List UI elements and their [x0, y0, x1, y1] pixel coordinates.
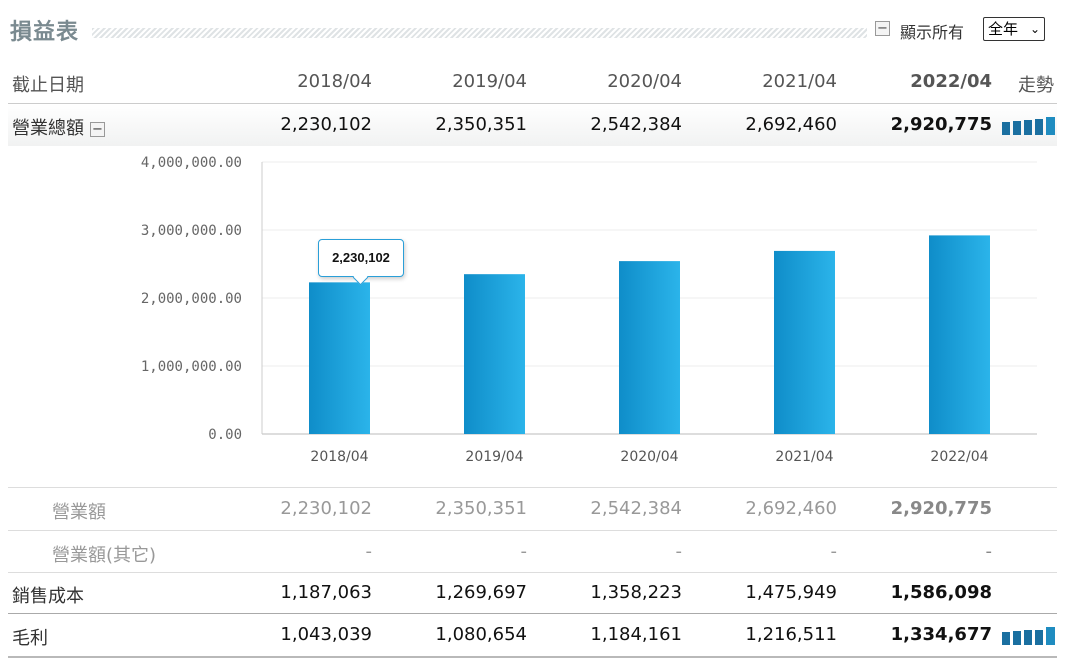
cell-value: 1,216,511 — [745, 624, 837, 645]
trend-sparkline-icon[interactable] — [1002, 627, 1058, 645]
period-select-value: 全年 — [988, 20, 1019, 38]
period-header: 2019/04 — [452, 71, 527, 92]
period-header: 2020/04 — [607, 71, 682, 92]
cell-value: 2,230,102 — [280, 114, 372, 135]
y-tick-label: 4,000,000.00 — [141, 155, 242, 171]
table-header-row: 截止日期 2018/04 2019/04 2020/04 2021/04 202… — [8, 70, 1057, 102]
title-divider — [92, 28, 867, 38]
x-tick-label: 2018/04 — [310, 449, 368, 465]
bar — [464, 274, 525, 434]
table-row[interactable]: 營業額 2,230,102 2,350,351 2,542,384 2,692,… — [8, 488, 1057, 530]
cell-value: 2,230,102 — [280, 498, 372, 519]
table-row[interactable]: 毛利 1,043,039 1,080,654 1,184,161 1,216,5… — [8, 614, 1057, 656]
x-tick-label: 2019/04 — [465, 449, 523, 465]
cell-value: 1,586,098 — [890, 582, 992, 603]
cell-value: 2,350,351 — [435, 498, 527, 519]
y-tick-label: 3,000,000.00 — [141, 223, 242, 239]
cell-value: 1,184,161 — [590, 624, 682, 645]
bar — [619, 261, 680, 434]
x-tick-label: 2020/04 — [620, 449, 678, 465]
row-divider — [8, 487, 1057, 488]
cell-value: - — [365, 541, 373, 562]
period-header: 2018/04 — [297, 71, 372, 92]
revenue-bar-chart: 0.00 1,000,000.00 2,000,000.00 3,000,000.00… — [141, 155, 1037, 465]
cell-value: 1,080,654 — [435, 624, 527, 645]
cell-value: 2,350,351 — [435, 114, 527, 135]
collapse-all-icon[interactable]: − — [875, 21, 890, 36]
y-tick-label: 2,000,000.00 — [141, 291, 242, 307]
y-tick-label: 1,000,000.00 — [141, 359, 242, 375]
table-row[interactable]: 銷售成本 1,187,063 1,269,697 1,358,223 1,475… — [8, 573, 1057, 613]
bar — [309, 282, 370, 434]
period-header: 2022/04 — [910, 71, 992, 92]
period-header: 2021/04 — [762, 71, 837, 92]
cell-value: 2,692,460 — [745, 498, 837, 519]
collapse-row-icon[interactable]: − — [90, 121, 105, 137]
cell-value: 2,920,775 — [890, 498, 992, 519]
row-label: 營業總額 — [12, 118, 84, 139]
trend-column-header: 走勢 — [1018, 75, 1054, 96]
row-label: 營業額(其它) — [52, 545, 157, 566]
cell-value: 1,334,677 — [890, 624, 992, 645]
row-label: 毛利 — [12, 628, 48, 649]
cell-value: - — [985, 541, 993, 562]
chevron-down-icon: ⌄ — [1029, 22, 1040, 36]
row-divider — [8, 613, 1057, 614]
cell-value: - — [830, 541, 838, 562]
chart-tooltip: 2,230,102 — [318, 239, 404, 277]
cell-value: 2,920,775 — [890, 114, 992, 135]
cell-value: 2,542,384 — [590, 498, 682, 519]
bar — [774, 250, 835, 434]
cell-value: 2,692,460 — [745, 114, 837, 135]
row-label: 營業額 — [52, 502, 106, 523]
row-divider — [8, 572, 1057, 573]
period-select[interactable]: 全年 ⌄ — [983, 17, 1045, 41]
page-title: 損益表 — [10, 20, 80, 45]
table-bottom-rule — [8, 656, 1057, 658]
cell-value: 1,475,949 — [745, 582, 837, 603]
cell-value: - — [675, 541, 683, 562]
cell-value: 1,187,063 — [280, 582, 372, 603]
x-tick-label: 2021/04 — [775, 449, 833, 465]
trend-sparkline-icon[interactable] — [1002, 117, 1058, 135]
cell-value: 1,043,039 — [280, 624, 372, 645]
show-all-link[interactable]: 顯示所有 — [900, 23, 965, 42]
table-row[interactable]: 營業總額 − 2,230,102 2,350,351 2,542,384 2,69… — [8, 103, 1057, 146]
cell-value: 1,269,697 — [435, 582, 527, 603]
x-tick-label: 2022/04 — [930, 449, 988, 465]
cell-value: - — [520, 541, 528, 562]
row-divider — [8, 530, 1057, 531]
cell-value: 2,542,384 — [590, 114, 682, 135]
date-column-header: 截止日期 — [12, 75, 84, 96]
bar — [929, 235, 990, 434]
table-row[interactable]: 營業額(其它) - - - - - — [8, 531, 1057, 572]
row-label: 銷售成本 — [12, 586, 84, 607]
y-tick-label: 0.00 — [208, 427, 242, 443]
cell-value: 1,358,223 — [590, 582, 682, 603]
